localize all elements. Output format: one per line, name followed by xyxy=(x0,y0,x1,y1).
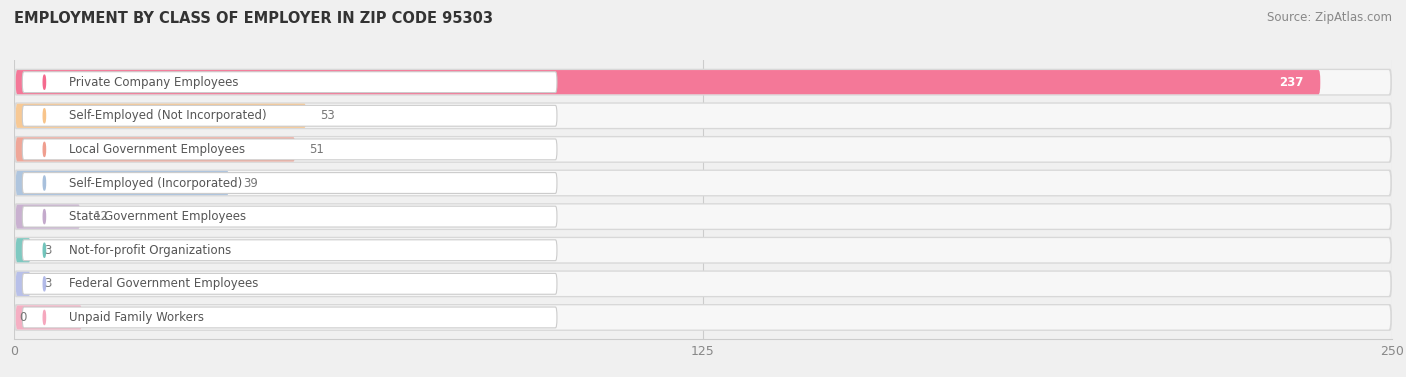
FancyBboxPatch shape xyxy=(22,240,557,261)
Text: State Government Employees: State Government Employees xyxy=(69,210,246,223)
Text: 237: 237 xyxy=(1279,76,1303,89)
FancyBboxPatch shape xyxy=(22,72,557,93)
FancyBboxPatch shape xyxy=(15,137,295,161)
FancyBboxPatch shape xyxy=(15,204,80,229)
FancyBboxPatch shape xyxy=(15,104,1391,128)
Circle shape xyxy=(44,277,45,291)
Circle shape xyxy=(44,143,45,156)
Text: Self-Employed (Not Incorporated): Self-Employed (Not Incorporated) xyxy=(69,109,267,122)
FancyBboxPatch shape xyxy=(14,237,1392,264)
FancyBboxPatch shape xyxy=(15,104,307,128)
FancyBboxPatch shape xyxy=(22,206,557,227)
Text: 51: 51 xyxy=(309,143,323,156)
Text: Unpaid Family Workers: Unpaid Family Workers xyxy=(69,311,204,324)
Text: Source: ZipAtlas.com: Source: ZipAtlas.com xyxy=(1267,11,1392,24)
FancyBboxPatch shape xyxy=(22,273,557,294)
FancyBboxPatch shape xyxy=(14,69,1392,96)
Circle shape xyxy=(44,210,45,224)
Text: 12: 12 xyxy=(94,210,110,223)
Text: 3: 3 xyxy=(45,277,52,290)
Text: 53: 53 xyxy=(321,109,335,122)
FancyBboxPatch shape xyxy=(15,305,82,329)
Text: EMPLOYMENT BY CLASS OF EMPLOYER IN ZIP CODE 95303: EMPLOYMENT BY CLASS OF EMPLOYER IN ZIP C… xyxy=(14,11,494,26)
Text: Federal Government Employees: Federal Government Employees xyxy=(69,277,259,290)
FancyBboxPatch shape xyxy=(15,70,1391,94)
FancyBboxPatch shape xyxy=(15,272,31,296)
FancyBboxPatch shape xyxy=(15,137,1391,161)
FancyBboxPatch shape xyxy=(15,70,1320,94)
FancyBboxPatch shape xyxy=(15,305,1391,329)
FancyBboxPatch shape xyxy=(14,270,1392,297)
FancyBboxPatch shape xyxy=(15,272,1391,296)
FancyBboxPatch shape xyxy=(15,204,1391,229)
FancyBboxPatch shape xyxy=(14,136,1392,163)
FancyBboxPatch shape xyxy=(15,238,31,262)
FancyBboxPatch shape xyxy=(14,102,1392,129)
FancyBboxPatch shape xyxy=(14,304,1392,331)
FancyBboxPatch shape xyxy=(14,203,1392,230)
FancyBboxPatch shape xyxy=(22,105,557,126)
Text: 39: 39 xyxy=(243,176,257,190)
Circle shape xyxy=(44,109,45,123)
FancyBboxPatch shape xyxy=(15,171,1391,195)
Text: Not-for-profit Organizations: Not-for-profit Organizations xyxy=(69,244,232,257)
FancyBboxPatch shape xyxy=(22,139,557,160)
Text: Self-Employed (Incorporated): Self-Employed (Incorporated) xyxy=(69,176,242,190)
Circle shape xyxy=(44,310,45,325)
Circle shape xyxy=(44,176,45,190)
Text: 0: 0 xyxy=(20,311,27,324)
Text: 3: 3 xyxy=(45,244,52,257)
FancyBboxPatch shape xyxy=(22,173,557,193)
Text: Private Company Employees: Private Company Employees xyxy=(69,76,239,89)
Circle shape xyxy=(44,75,45,89)
FancyBboxPatch shape xyxy=(15,171,229,195)
FancyBboxPatch shape xyxy=(22,307,557,328)
FancyBboxPatch shape xyxy=(15,238,1391,262)
Circle shape xyxy=(44,243,45,257)
FancyBboxPatch shape xyxy=(14,170,1392,196)
Text: Local Government Employees: Local Government Employees xyxy=(69,143,245,156)
